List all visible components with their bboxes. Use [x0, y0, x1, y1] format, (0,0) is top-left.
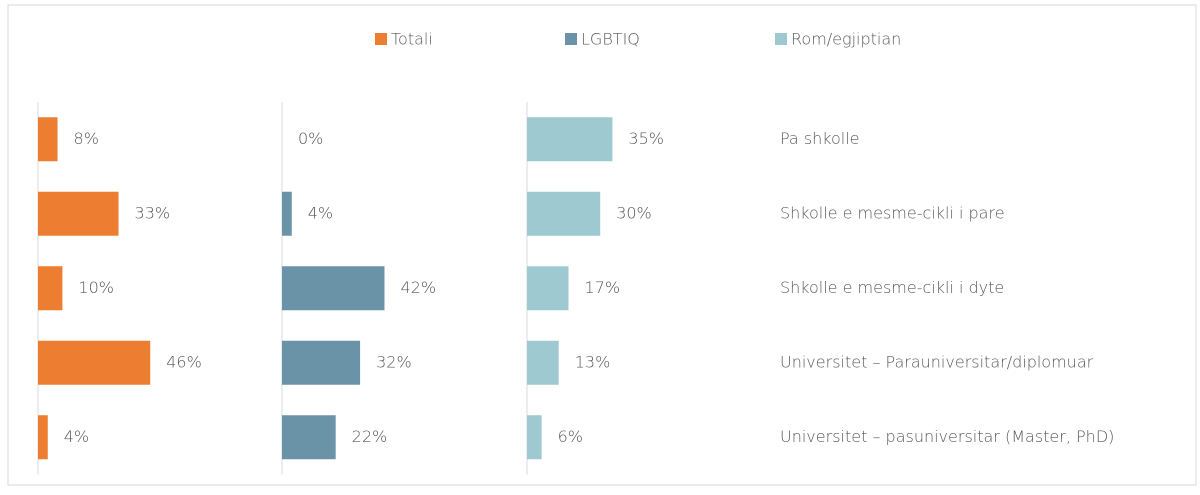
bar: [282, 191, 292, 236]
value-label: 17%: [584, 278, 620, 297]
category-label: Universitet – pasuniversitar (Master, Ph…: [780, 427, 1114, 446]
category-label: Shkolle e mesme-cikli i pare: [780, 203, 1005, 222]
value-label: 13%: [575, 352, 611, 371]
legend-label: LGBTIQ: [581, 30, 640, 49]
bar: [282, 266, 385, 311]
legend-swatch: [375, 33, 387, 45]
legend-label: Totali: [391, 30, 433, 49]
value-label: 32%: [376, 352, 412, 371]
bar: [282, 340, 361, 385]
bar: [527, 117, 613, 162]
value-label: 30%: [616, 203, 652, 222]
value-label: 0%: [298, 129, 323, 148]
bar: [38, 340, 151, 385]
legend-swatch: [775, 33, 787, 45]
value-label: 46%: [166, 352, 202, 371]
legend-swatch: [565, 33, 577, 45]
bar: [527, 340, 559, 385]
value-label: 4%: [64, 427, 89, 446]
bar: [527, 266, 569, 311]
chart-frame: [7, 4, 1197, 486]
value-label: 22%: [352, 427, 388, 446]
bar: [38, 191, 119, 236]
category-label: Pa shkolle: [780, 129, 860, 148]
value-label: 10%: [78, 278, 114, 297]
bar: [38, 266, 63, 311]
legend-label: Rom/egjiptian: [791, 30, 901, 49]
bar: [527, 191, 601, 236]
value-label: 33%: [135, 203, 171, 222]
value-label: 8%: [74, 129, 99, 148]
bar: [527, 415, 542, 460]
bar: [282, 415, 336, 460]
category-label: Universitet – Parauniversitar/diplomuar: [780, 352, 1094, 371]
bar: [38, 117, 58, 162]
category-label: Shkolle e mesme-cikli i dyte: [780, 278, 1004, 297]
bar: [38, 415, 48, 460]
value-label: 42%: [400, 278, 436, 297]
value-label: 6%: [558, 427, 583, 446]
value-label: 35%: [628, 129, 664, 148]
value-label: 4%: [308, 203, 333, 222]
